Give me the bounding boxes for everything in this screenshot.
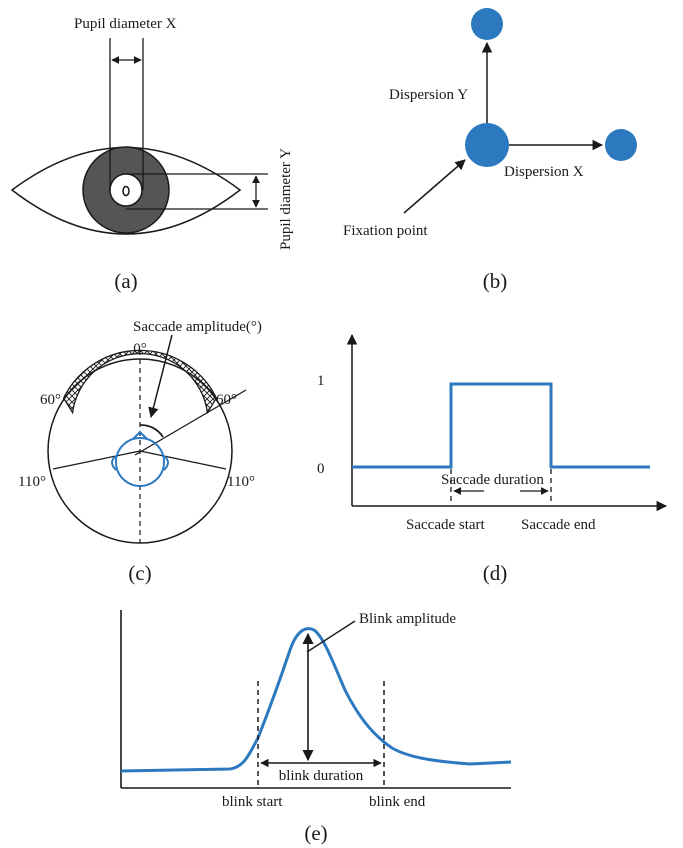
- dispersion-x-dot: [605, 129, 637, 161]
- blink-amplitude-label: Blink amplitude: [359, 611, 456, 627]
- panel-c: Saccade amplitude(°) 0° 60° 60° 110° 110…: [18, 319, 262, 585]
- head-circle: [115, 437, 165, 487]
- saccade-signal-line: [352, 382, 650, 469]
- angle-60-right-label: 60°: [216, 392, 237, 408]
- dispersion-y-dot: [471, 8, 503, 40]
- line-110-left: [52, 450, 141, 470]
- caption-b: (b): [483, 269, 508, 293]
- head-top-view: [111, 430, 169, 487]
- panel-b: Dispersion Y Dispersion X Fixation point…: [343, 8, 637, 293]
- blink-end-label: blink end: [369, 794, 426, 810]
- blink-amplitude-pointer: [306, 620, 356, 653]
- blink-duration-label: blink duration: [279, 768, 364, 784]
- caption-c: (c): [128, 561, 151, 585]
- left-ear-icon: [111, 455, 117, 471]
- caption-e: (e): [304, 821, 327, 845]
- fixation-point-label: Fixation point: [343, 223, 428, 239]
- y-tick-0: 0: [317, 461, 325, 477]
- saccade-start-label: Saccade start: [406, 517, 486, 533]
- angle-0-label: 0°: [133, 341, 147, 357]
- blink-start-label: blink start: [222, 794, 283, 810]
- angle-110-right-label: 110°: [227, 474, 255, 490]
- amplitude-pointer-arrow: [148, 334, 173, 419]
- nose-icon: [132, 430, 148, 440]
- caption-d: (d): [483, 561, 508, 585]
- y-tick-1: 1: [317, 373, 325, 389]
- caption-a: (a): [114, 269, 137, 293]
- dispersion-x-label: Dispersion X: [504, 164, 584, 180]
- hatched-arc-band: [62, 349, 218, 415]
- pupil-y-label: Pupil diameter Y: [278, 148, 294, 250]
- angle-110-left-label: 110°: [18, 474, 46, 490]
- blink-signal-curve: [120, 627, 512, 773]
- line-110-right: [139, 450, 227, 470]
- pupil-reflection: [122, 185, 130, 197]
- dispersion-y-label: Dispersion Y: [389, 87, 468, 103]
- fixation-point-dot: [465, 123, 509, 167]
- saccade-amplitude-label: Saccade amplitude(°): [133, 319, 262, 335]
- pupil-x-label: Pupil diameter X: [74, 16, 177, 32]
- pupil: [109, 173, 143, 207]
- fixation-pointer-arrow: [403, 159, 466, 214]
- angle-60-left-label: 60°: [40, 392, 61, 408]
- amplitude-angle-arc: [139, 424, 164, 438]
- saccade-duration-label: Saccade duration: [441, 472, 544, 488]
- panel-d: 1 0 Saccade duration Saccade start Sacca…: [317, 333, 668, 585]
- panel-a: Pupil diameter X Pupil diameter Y (a): [10, 16, 294, 293]
- right-ear-icon: [163, 455, 169, 471]
- gaze-line-60: [134, 389, 247, 456]
- eye-outline: [10, 146, 242, 235]
- panel-e: Blink amplitude blink duration blink sta…: [120, 610, 512, 845]
- saccade-end-label: Saccade end: [521, 517, 596, 533]
